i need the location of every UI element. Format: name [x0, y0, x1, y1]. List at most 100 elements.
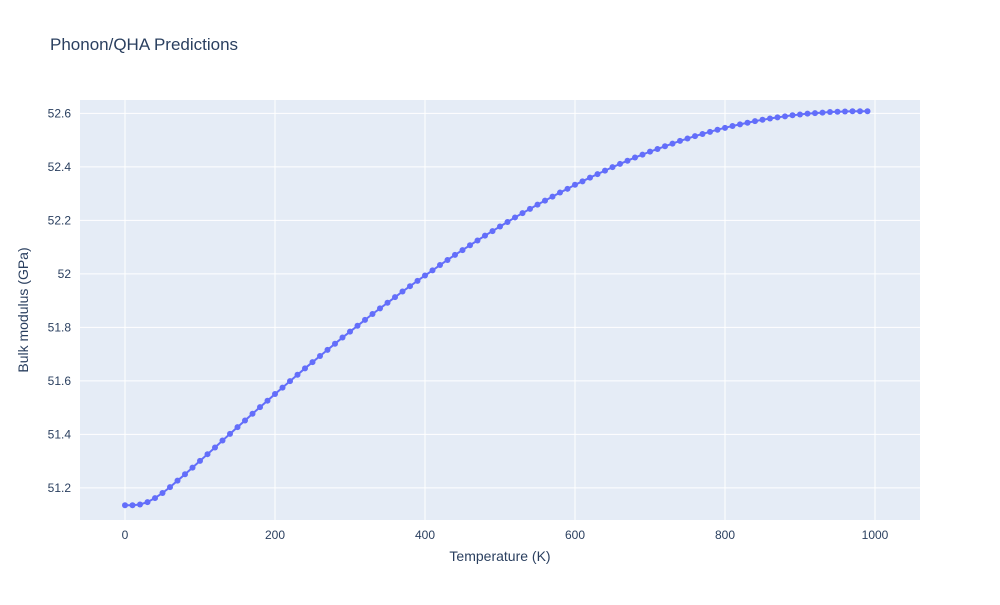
data-point — [744, 119, 751, 126]
data-point — [707, 128, 713, 135]
data-point — [519, 210, 526, 217]
data-point — [857, 108, 863, 115]
data-point — [249, 410, 256, 417]
series-layer — [122, 108, 871, 509]
data-point — [662, 143, 668, 150]
y-tick-label: 51.2 — [48, 481, 72, 495]
data-point — [654, 145, 661, 152]
data-point — [617, 160, 623, 167]
data-point — [767, 115, 773, 122]
data-point — [272, 391, 278, 397]
data-point — [594, 171, 601, 178]
data-point — [774, 114, 781, 121]
y-tick-label: 51.8 — [48, 320, 72, 334]
data-point — [632, 154, 638, 161]
data-point — [287, 378, 293, 385]
data-point — [527, 205, 533, 212]
data-point — [422, 272, 428, 279]
plot-area — [80, 100, 920, 520]
data-point — [789, 112, 796, 119]
data-point — [842, 108, 848, 115]
x-tick-label: 400 — [415, 528, 435, 542]
data-point — [534, 201, 541, 208]
data-point — [279, 384, 286, 391]
data-point — [377, 305, 383, 312]
y-tick-label: 51.6 — [48, 374, 72, 388]
data-point — [189, 464, 196, 471]
data-point — [557, 189, 563, 196]
data-point — [819, 109, 826, 116]
data-point — [332, 340, 338, 347]
data-point — [827, 109, 833, 116]
data-point — [407, 283, 413, 290]
data-point — [669, 140, 676, 147]
data-point — [399, 288, 406, 295]
data-point — [542, 197, 548, 204]
data-point — [579, 178, 586, 185]
data-point — [692, 133, 698, 140]
data-point — [264, 397, 271, 404]
data-point — [257, 404, 263, 411]
x-tick-label: 600 — [565, 528, 585, 542]
x-axis-ticks: 0 200 400 600 800 1000 — [122, 528, 889, 542]
data-point — [609, 164, 616, 171]
data-point — [737, 121, 743, 128]
data-point — [549, 193, 556, 200]
data-point — [647, 148, 653, 155]
data-point — [444, 256, 451, 263]
data-point — [302, 365, 308, 372]
data-point — [834, 108, 841, 115]
data-point — [152, 495, 158, 502]
x-tick-label: 0 — [122, 528, 129, 542]
data-point — [392, 294, 398, 301]
y-axis-ticks: 51.2 51.4 51.6 51.8 52 52.2 52.4 52.6 — [48, 106, 72, 495]
data-point — [699, 130, 706, 137]
data-point — [219, 437, 226, 444]
data-point — [347, 328, 353, 335]
data-point — [339, 334, 346, 341]
y-tick-label: 52.2 — [48, 213, 72, 227]
data-point — [437, 262, 443, 269]
data-point — [362, 316, 368, 323]
x-axis-title: Temperature (K) — [449, 548, 550, 564]
data-point — [212, 444, 218, 451]
data-point — [474, 237, 481, 244]
data-point — [324, 346, 331, 353]
data-point — [489, 228, 496, 235]
data-point — [572, 181, 578, 188]
data-point — [317, 353, 323, 360]
data-point — [204, 451, 211, 458]
data-point — [714, 126, 721, 133]
data-point — [684, 135, 691, 142]
y-tick-label: 52.4 — [48, 160, 72, 174]
data-point — [729, 122, 736, 129]
data-point — [587, 174, 593, 181]
data-point — [467, 242, 473, 249]
data-point — [497, 223, 503, 230]
y-tick-label: 52 — [58, 267, 72, 281]
data-point — [797, 111, 803, 118]
data-point — [122, 502, 128, 509]
y-axis-title: Bulk modulus (GPa) — [15, 247, 31, 372]
data-point — [137, 501, 143, 508]
x-tick-label: 200 — [265, 528, 285, 542]
data-point — [512, 214, 518, 221]
data-point — [294, 371, 301, 378]
data-point — [369, 311, 376, 318]
data-point — [167, 484, 173, 491]
data-point — [864, 108, 871, 115]
data-point — [722, 124, 728, 131]
data-point — [384, 299, 391, 306]
data-point — [182, 471, 188, 478]
data-point — [227, 430, 233, 437]
data-point — [804, 110, 811, 117]
data-point — [242, 417, 248, 424]
x-tick-label: 1000 — [862, 528, 889, 542]
data-point — [309, 359, 316, 366]
data-point — [849, 108, 856, 115]
data-point — [174, 477, 181, 484]
data-point — [782, 113, 788, 120]
data-point — [144, 499, 151, 506]
data-point — [602, 167, 608, 174]
